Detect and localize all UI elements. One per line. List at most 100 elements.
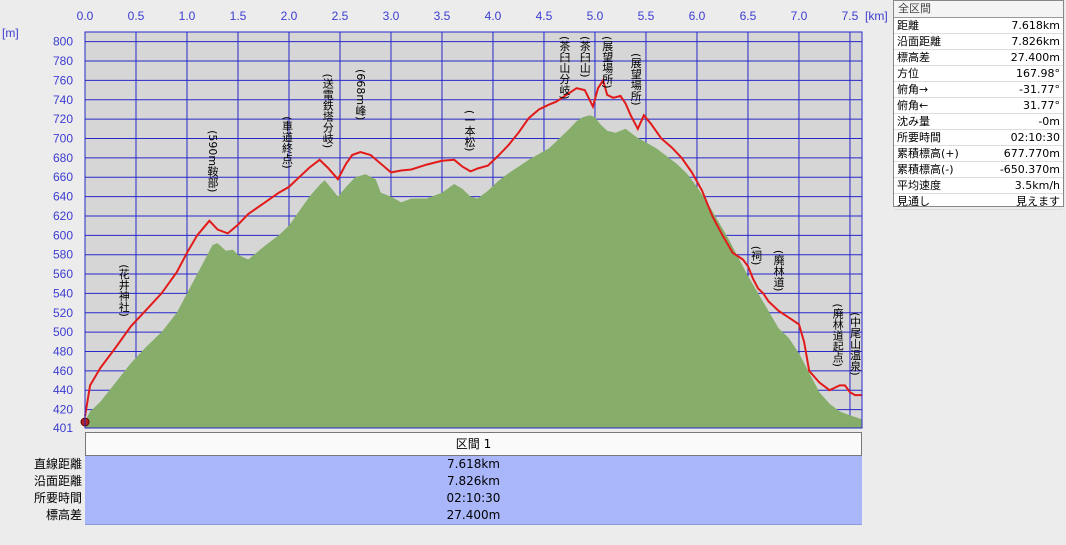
section-row-label: 標高差: [45, 508, 82, 522]
waypoint-label-group: (茶臼山): [578, 36, 591, 78]
summary-value: 677.770m: [979, 145, 1063, 162]
section-row-label: 沿面距離: [33, 474, 82, 488]
waypoint-label: (展望場所): [629, 53, 642, 106]
y-tick-label: 800: [53, 35, 73, 49]
summary-value: 7.618km: [979, 18, 1063, 34]
waypoint-label-group: (展望場所): [601, 36, 614, 89]
y-tick-label: 500: [53, 325, 73, 339]
section-row: 直線距離 7.618km: [0, 456, 862, 474]
section-row: 所要時間 02:10:30: [0, 490, 862, 508]
waypoint-label-group: (中尾山温泉): [849, 312, 862, 376]
y-tick-label: 780: [53, 54, 73, 68]
summary-label: 平均速度: [894, 177, 980, 194]
x-tick-label: 0.0: [77, 9, 94, 23]
summary-row: 累積標高(+) 677.770m: [894, 145, 1063, 162]
x-tick-label: 4.5: [536, 9, 553, 23]
y-tick-label: 680: [53, 151, 73, 165]
waypoint-label-group: (車道終点): [280, 116, 293, 169]
x-tick-label: 2.0: [281, 9, 298, 23]
summary-row: 俯角← 31.77°: [894, 97, 1063, 114]
x-tick-label: 3.0: [383, 9, 400, 23]
summary-label: 所要時間: [894, 129, 980, 146]
summary-label: 方位: [894, 65, 980, 82]
summary-value: 見えます: [979, 193, 1063, 210]
summary-label: 俯角←: [894, 97, 980, 114]
y-tick-label: 440: [53, 383, 73, 397]
section-row-value: 7.618km: [85, 456, 862, 474]
y-tick-label: 760: [53, 73, 73, 87]
plot-frame: [84, 31, 863, 429]
y-tick-label: 700: [53, 132, 73, 146]
terrain-area: [85, 115, 862, 429]
summary-label: 沿面距離: [894, 33, 980, 50]
y-tick-label: 420: [53, 403, 73, 417]
summary-label: 沈み量: [894, 113, 980, 130]
section-row-value: 27.400m: [85, 507, 862, 525]
y-tick-label: 480: [53, 345, 73, 359]
waypoint-label: (廃林道起点): [831, 303, 844, 367]
summary-row: 方位 167.98°: [894, 65, 1063, 82]
waypoint-label-group: (668m峰): [354, 69, 367, 120]
waypoint-label-group: (展望場所): [629, 53, 642, 106]
section-row-label: 直線距離: [33, 457, 82, 471]
summary-value: -0m: [979, 113, 1063, 130]
x-tick-label: 6.5: [740, 9, 757, 23]
summary-label: 見通し: [894, 193, 980, 210]
x-tick-label: 2.5: [332, 9, 349, 23]
waypoint-label: (茶臼山分岐): [558, 36, 571, 100]
x-tick-label: 7.5: [842, 9, 859, 23]
summary-row: 平均速度 3.5km/h: [894, 177, 1063, 194]
y-tick-label: 401: [53, 421, 73, 433]
waypoint-label: (茶臼山): [578, 36, 591, 78]
section-row: 沿面距離 7.826km: [0, 473, 862, 491]
waypoint-label: (祠): [750, 246, 763, 266]
summary-value: 167.98°: [979, 65, 1063, 82]
x-tick-label: 3.5: [434, 9, 451, 23]
y-tick-label: 640: [53, 190, 73, 204]
y-tick-label: 540: [53, 286, 73, 300]
section-row-value: 02:10:30: [85, 490, 862, 508]
waypoint-label: (中尾山温泉): [849, 312, 862, 376]
y-tick-label: 520: [53, 306, 73, 320]
waypoint-label: (590m鞍部): [206, 130, 219, 192]
summary-value: -650.370m: [979, 161, 1063, 178]
summary-row: 見通し 見えます: [894, 193, 1063, 210]
section-row-value: 7.826km: [85, 473, 862, 491]
y-tick-label: 660: [53, 170, 73, 184]
y-tick-label: 560: [53, 267, 73, 281]
x-tick-label: 5.5: [638, 9, 655, 23]
x-unit-label: [km]: [865, 9, 888, 23]
y-tick-label: 460: [53, 364, 73, 378]
summary-value: 02:10:30: [979, 129, 1063, 146]
y-tick-label: 720: [53, 112, 73, 126]
waypoint-label: (展望場所): [601, 36, 614, 89]
x-axis-ticks: 0.0 0.5 1.0 1.5 2.0 2.5 3.0 3.5 4.0 4.5 5.0 5.5 6.0 6…: [77, 9, 859, 23]
waypoint-label: (668m峰): [354, 69, 367, 120]
waypoint-label-group: (送電鉄塔分岐): [321, 74, 334, 149]
summary-value: -31.77°: [979, 81, 1063, 98]
elevation-profile-chart: 0.0 0.5 1.0 1.5 2.0 2.5 3.0 3.5 4.0 4.5 5.0 5.5 6.0 6…: [2, 9, 888, 433]
summary-panel: 全区間 距離 7.618km 沿面距離 7.826km 標高差 27.400m 方位 167.…: [893, 0, 1064, 210]
summary-value: 27.400m: [979, 49, 1063, 66]
waypoint-label-group: (廃林道): [772, 250, 785, 292]
y-axis-ticks: 800 780 760 740 720 700 680 660 640 620 600 580 560 5…: [53, 35, 73, 433]
summary-row: 沿面距離 7.826km: [894, 33, 1063, 50]
waypoint-label-group: (一本松): [463, 110, 476, 152]
waypoint-label-group: (廃林道起点): [831, 303, 844, 367]
summary-value: 31.77°: [979, 97, 1063, 114]
summary-row: 標高差 27.400m: [894, 49, 1063, 66]
x-tick-label: 1.0: [179, 9, 196, 23]
waypoint-label: (花井神社): [117, 264, 130, 317]
waypoint-label: (一本松): [463, 110, 476, 152]
summary-label: 標高差: [894, 49, 980, 66]
waypoint-label: (送電鉄塔分岐): [321, 74, 334, 149]
route-profile-line: [84, 78, 862, 417]
x-tick-label: 5.0: [587, 9, 604, 23]
summary-label: 累積標高(+): [894, 145, 980, 162]
summary-row: 沈み量 -0m: [894, 113, 1063, 130]
section-header[interactable]: 区間 1: [85, 432, 862, 456]
summary-value: 7.826km: [979, 33, 1063, 50]
y-unit-label: [m]: [2, 26, 19, 40]
waypoint-label: (廃林道): [772, 250, 785, 292]
x-tick-label: 7.0: [791, 9, 808, 23]
